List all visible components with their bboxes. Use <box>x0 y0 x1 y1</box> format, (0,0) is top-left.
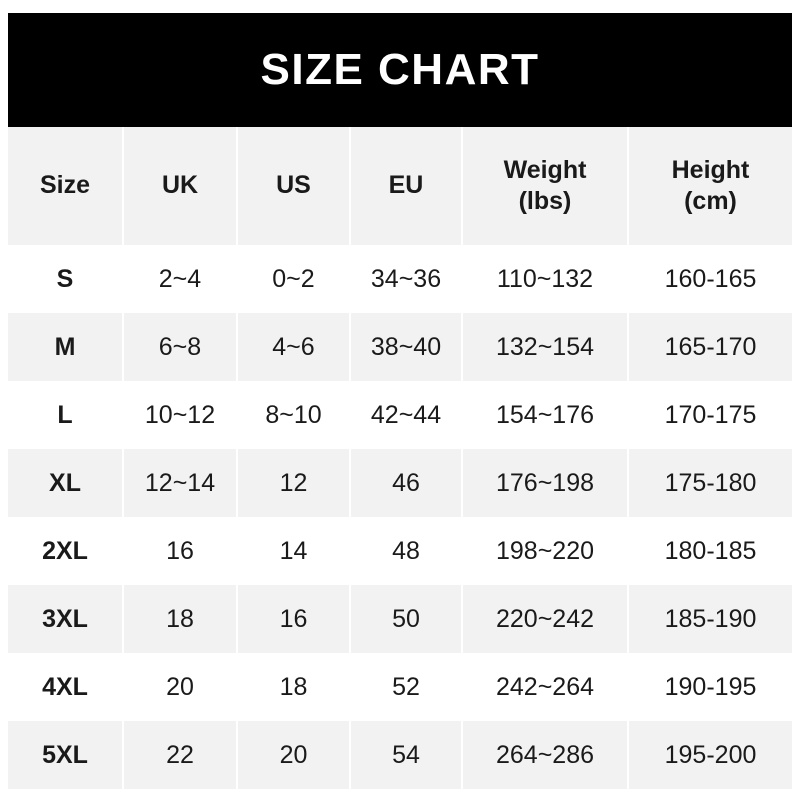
size-chart-table: Size UK US EU Weight (lbs) Height (cm) <box>8 127 792 789</box>
cell-height: 170-175 <box>628 381 792 449</box>
cell-size: S <box>8 245 124 313</box>
cell-height: 165-170 <box>628 313 792 381</box>
cell-weight: 220~242 <box>462 585 629 653</box>
title-banner: SIZE CHART <box>8 13 792 127</box>
column-header-size-line1: Size <box>39 171 91 200</box>
table-row: 5XL 22 20 54 264~286 195-200 <box>8 721 792 789</box>
cell-height: 195-200 <box>628 721 792 789</box>
cell-eu: 52 <box>350 653 463 721</box>
cell-eu: 46 <box>350 449 463 517</box>
cell-eu: 54 <box>350 721 463 789</box>
cell-size: XL <box>8 449 124 517</box>
table-body: S 2~4 0~2 34~36 110~132 160-165 M 6~8 4~… <box>8 245 792 789</box>
column-header-height-line2: (cm) <box>684 187 737 215</box>
table-header: Size UK US EU Weight (lbs) Height (cm) <box>8 127 792 245</box>
column-header-us-line1: US <box>276 171 311 200</box>
table-row: S 2~4 0~2 34~36 110~132 160-165 <box>8 245 792 313</box>
cell-height: 190-195 <box>628 653 792 721</box>
column-header-height-line1: Height <box>671 155 750 184</box>
cell-size: L <box>8 381 124 449</box>
cell-us: 0~2 <box>237 245 351 313</box>
column-header-weight-line1: Weight <box>503 155 587 184</box>
cell-uk: 2~4 <box>123 245 238 313</box>
cell-height: 185-190 <box>628 585 792 653</box>
table-row: L 10~12 8~10 42~44 154~176 170-175 <box>8 381 792 449</box>
column-header-eu: EU <box>350 127 463 245</box>
cell-height: 180-185 <box>628 517 792 585</box>
cell-weight: 176~198 <box>462 449 629 517</box>
cell-us: 18 <box>237 653 351 721</box>
cell-weight: 264~286 <box>462 721 629 789</box>
column-header-weight-line2: (lbs) <box>518 187 572 215</box>
cell-size: 4XL <box>8 653 124 721</box>
cell-us: 12 <box>237 449 351 517</box>
cell-us: 16 <box>237 585 351 653</box>
cell-size: 2XL <box>8 517 124 585</box>
cell-weight: 198~220 <box>462 517 629 585</box>
column-header-height: Height (cm) <box>628 127 792 245</box>
cell-eu: 48 <box>350 517 463 585</box>
cell-eu: 50 <box>350 585 463 653</box>
column-header-us: US <box>237 127 351 245</box>
cell-height: 175-180 <box>628 449 792 517</box>
cell-us: 8~10 <box>237 381 351 449</box>
column-header-eu-line1: EU <box>388 171 424 200</box>
table-row: 3XL 18 16 50 220~242 185-190 <box>8 585 792 653</box>
cell-size: 3XL <box>8 585 124 653</box>
cell-uk: 20 <box>123 653 238 721</box>
cell-weight: 132~154 <box>462 313 629 381</box>
cell-height: 160-165 <box>628 245 792 313</box>
cell-eu: 34~36 <box>350 245 463 313</box>
cell-uk: 16 <box>123 517 238 585</box>
cell-us: 14 <box>237 517 351 585</box>
cell-eu: 42~44 <box>350 381 463 449</box>
cell-weight: 110~132 <box>462 245 629 313</box>
page-title: SIZE CHART <box>260 45 540 94</box>
header-row: Size UK US EU Weight (lbs) Height (cm) <box>8 127 792 245</box>
column-header-uk-line1: UK <box>161 171 199 200</box>
table-row: XL 12~14 12 46 176~198 175-180 <box>8 449 792 517</box>
size-chart-container: SIZE CHART Size UK US EU <box>8 13 792 789</box>
cell-uk: 18 <box>123 585 238 653</box>
column-header-size: Size <box>8 127 124 245</box>
cell-uk: 22 <box>123 721 238 789</box>
cell-size: 5XL <box>8 721 124 789</box>
cell-size: M <box>8 313 124 381</box>
cell-weight: 242~264 <box>462 653 629 721</box>
cell-weight: 154~176 <box>462 381 629 449</box>
cell-uk: 12~14 <box>123 449 238 517</box>
cell-uk: 10~12 <box>123 381 238 449</box>
cell-us: 20 <box>237 721 351 789</box>
cell-eu: 38~40 <box>350 313 463 381</box>
column-header-weight: Weight (lbs) <box>462 127 629 245</box>
column-header-uk: UK <box>123 127 238 245</box>
cell-us: 4~6 <box>237 313 351 381</box>
table-row: M 6~8 4~6 38~40 132~154 165-170 <box>8 313 792 381</box>
table-row: 4XL 20 18 52 242~264 190-195 <box>8 653 792 721</box>
table-row: 2XL 16 14 48 198~220 180-185 <box>8 517 792 585</box>
cell-uk: 6~8 <box>123 313 238 381</box>
